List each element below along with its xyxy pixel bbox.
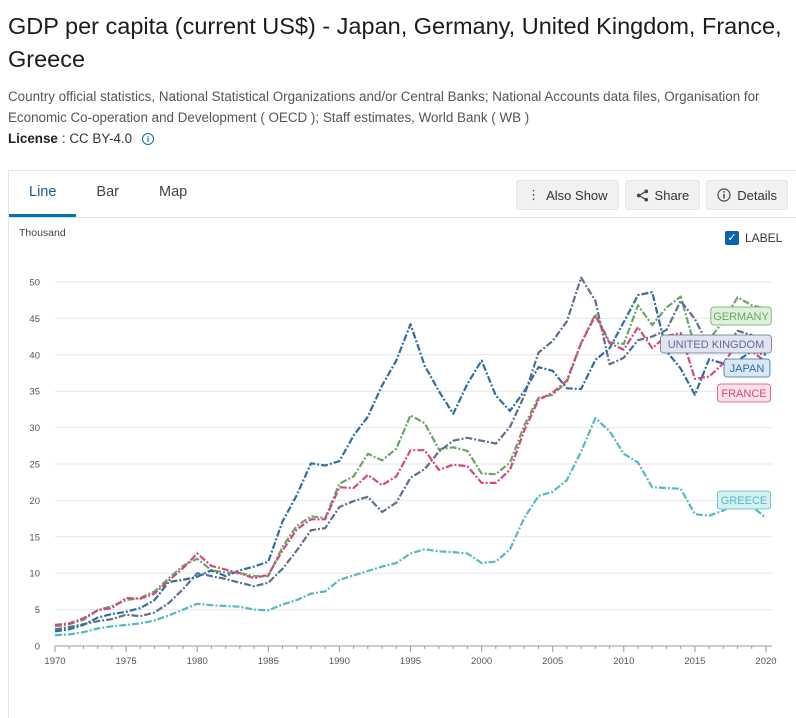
license: License : CC BY-4.0 i xyxy=(8,131,788,146)
label-checkbox[interactable]: ✓ xyxy=(725,231,739,245)
share-label: Share xyxy=(654,187,690,203)
license-label: License xyxy=(8,131,58,146)
info-icon[interactable]: i xyxy=(142,132,155,145)
details-label: Details xyxy=(737,187,777,203)
also-show-label: Also Show xyxy=(546,187,608,203)
also-show-button[interactable]: ⋮ Also Show xyxy=(516,180,619,210)
label-toggle-text: LABEL xyxy=(745,231,783,245)
tab-map[interactable]: Map xyxy=(159,184,188,200)
share-button[interactable]: Share xyxy=(624,180,701,210)
unit-label: Thousand xyxy=(19,227,66,239)
chart-panel: Line Bar Map ⋮ Also Show Share Details xyxy=(8,170,796,718)
tab-divider xyxy=(9,217,796,218)
source-text: Country official statistics, National St… xyxy=(8,89,760,125)
label-toggle[interactable]: ✓ LABEL xyxy=(725,231,782,245)
more-vertical-icon: ⋮ xyxy=(527,187,541,202)
toolbar: ⋮ Also Show Share Details xyxy=(516,180,788,210)
license-value[interactable]: : CC BY-4.0 xyxy=(61,131,133,146)
details-button[interactable]: Details xyxy=(706,180,788,210)
page-title: GDP per capita (current US$) - Japan, Ge… xyxy=(8,13,782,72)
info-circle-icon xyxy=(717,188,731,202)
header: GDP per capita (current US$) - Japan, Ge… xyxy=(8,10,788,146)
tab-bar[interactable]: Bar xyxy=(96,184,119,200)
tab-line[interactable]: Line xyxy=(9,171,77,217)
view-tabs: Line Bar Map xyxy=(9,171,207,217)
share-icon xyxy=(636,188,648,202)
